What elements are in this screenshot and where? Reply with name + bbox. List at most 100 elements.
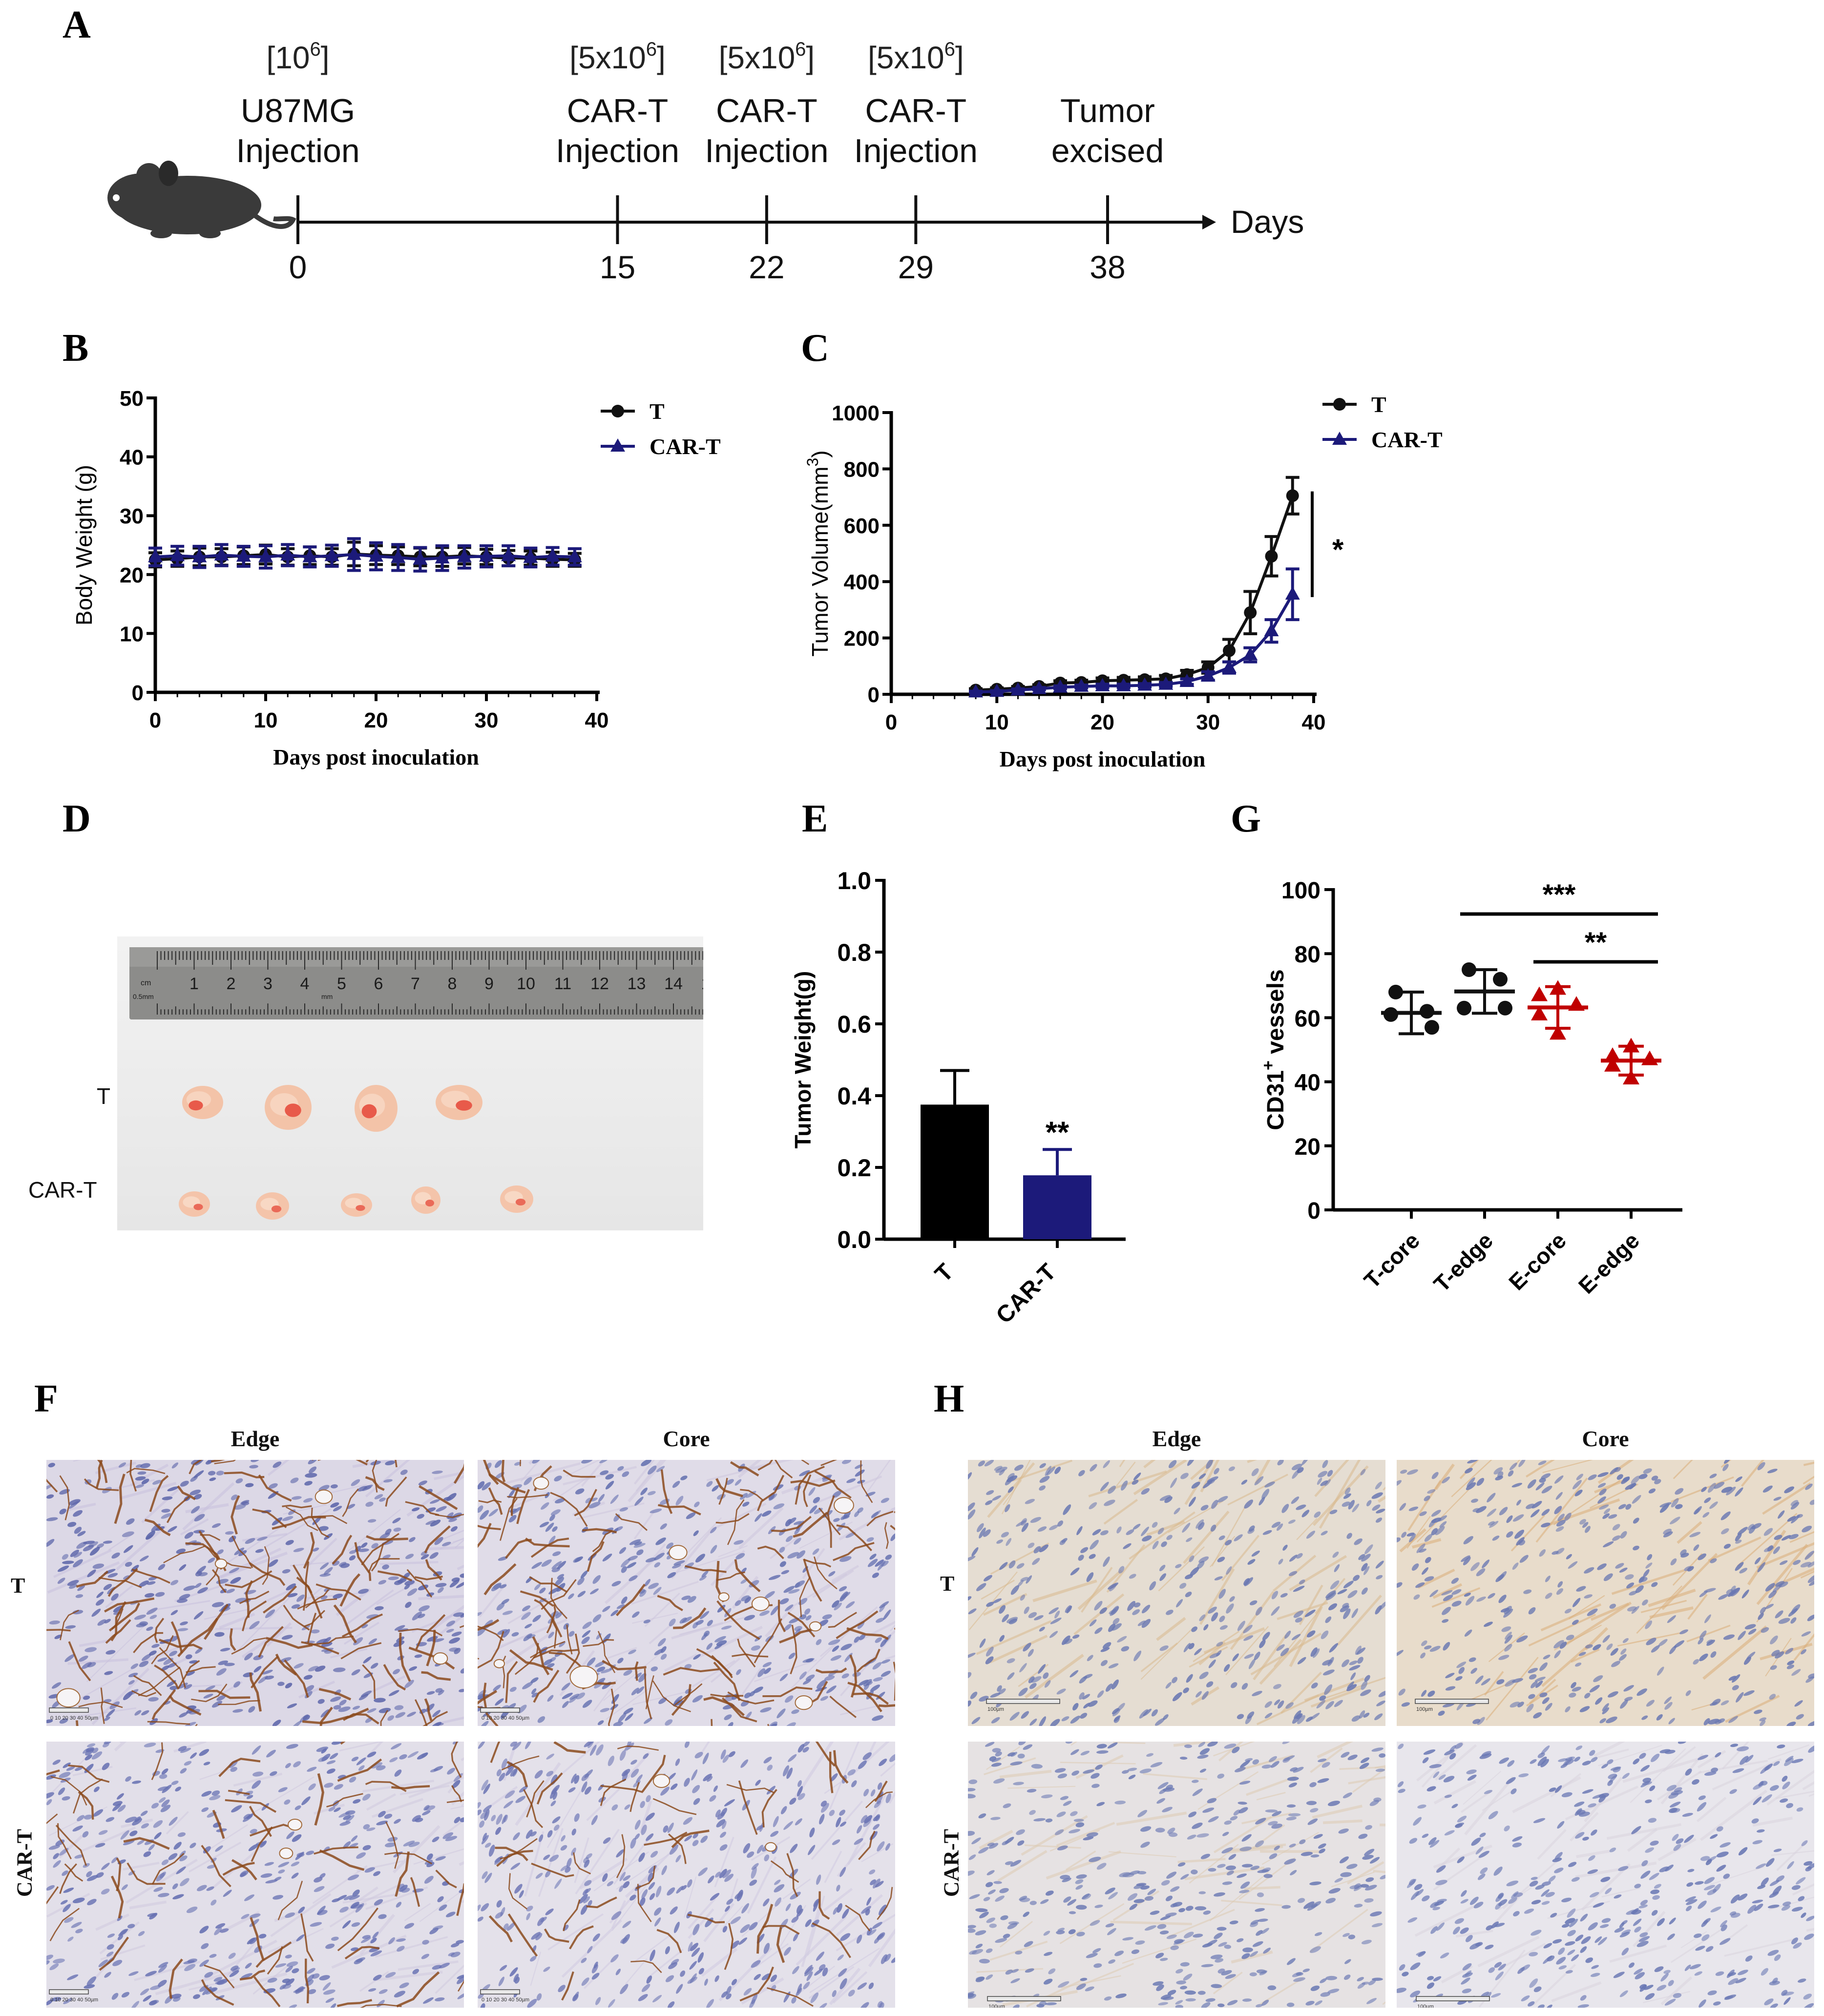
cell-nucleus [294, 1663, 304, 1669]
cell-nucleus [1019, 1663, 1027, 1673]
cell-nucleus [63, 1904, 71, 1912]
vessel-stain [847, 1682, 882, 1712]
vessel-stain [151, 1689, 176, 1720]
cell-nucleus [643, 1753, 649, 1759]
cell-nucleus [422, 1810, 431, 1816]
cell-nucleus [710, 1545, 717, 1554]
y-tick-label: 400 [844, 570, 880, 594]
cell-nucleus [741, 1903, 749, 1914]
cell-nucleus [1162, 1807, 1173, 1812]
cell-nucleus [1232, 1746, 1240, 1753]
cell-nucleus [879, 1601, 889, 1609]
tissue-fiber [1416, 1488, 1471, 1542]
vessel-stain [724, 1923, 734, 1970]
cell-nucleus [1288, 1782, 1297, 1787]
cell-nucleus [483, 1805, 492, 1812]
cell-nucleus [424, 1875, 434, 1884]
cell-nucleus [654, 1917, 661, 1927]
cell-nucleus [1790, 1502, 1800, 1510]
cell-nucleus [1462, 1963, 1472, 1971]
vessel-stain [846, 1627, 889, 1640]
cell-nucleus [1005, 1504, 1010, 1513]
cell-nucleus [1165, 1912, 1177, 1917]
cell-nucleus [62, 1796, 70, 1801]
x-tick-label: T-edge [1428, 1227, 1498, 1297]
y-axis-label-text: Tumor Volume(mm [807, 466, 833, 656]
cell-nucleus [1505, 1632, 1512, 1640]
vessel-stain [158, 1639, 202, 1650]
cell-nucleus [378, 1914, 387, 1919]
cell-nucleus [805, 1674, 815, 1681]
cell-nucleus [146, 1531, 155, 1540]
cell-nucleus [990, 1692, 1001, 1698]
cell-nucleus [1597, 1472, 1609, 1477]
cell-nucleus [1555, 1526, 1564, 1532]
tissue-fiber [1710, 1866, 1764, 1885]
cell-nucleus [1094, 1600, 1103, 1611]
cell-nucleus [855, 1469, 865, 1477]
ruler-number: 12 [590, 975, 609, 993]
cell-nucleus [1366, 1998, 1377, 2004]
cell-nucleus [421, 1752, 428, 1758]
cell-nucleus [872, 1922, 882, 1929]
cell-nucleus [1159, 1564, 1166, 1571]
tissue-fiber [1032, 1579, 1097, 1602]
vessel-stain [78, 1701, 123, 1708]
cell-nucleus [273, 1461, 282, 1468]
vessel-stain [337, 1999, 373, 2007]
cell-nucleus [794, 1521, 802, 1525]
cell-nucleus [1031, 1676, 1042, 1683]
tissue-fiber [1792, 1883, 1814, 1896]
tissue-fiber [1708, 1536, 1761, 1562]
cell-nucleus [198, 1572, 208, 1577]
cell-nucleus [1082, 1694, 1090, 1700]
cell-nucleus [1372, 1504, 1381, 1511]
cell-nucleus [272, 1517, 283, 1526]
vessel-stain [711, 1719, 713, 1726]
tissue-fiber [53, 1549, 112, 1578]
cell-nucleus [1315, 1932, 1322, 1936]
cell-nucleus [1261, 1867, 1271, 1873]
cell-nucleus [157, 1979, 167, 1987]
cell-nucleus [621, 1768, 630, 1777]
cell-nucleus [1371, 1747, 1384, 1752]
cell-nucleus [611, 1804, 618, 1811]
cell-nucleus [1217, 1864, 1226, 1868]
cell-nucleus [347, 1504, 356, 1509]
cell-nucleus [675, 1855, 681, 1863]
cell-nucleus [1284, 1858, 1296, 1865]
vessel-stain [317, 1460, 368, 1466]
cell-nucleus [125, 1776, 131, 1782]
cell-nucleus [625, 1713, 633, 1721]
tissue-fiber [380, 1561, 439, 1565]
cell-nucleus [1238, 1807, 1248, 1813]
cell-nucleus [557, 1560, 566, 1570]
tissue-fiber [1024, 1654, 1084, 1699]
cell-nucleus [568, 1593, 574, 1600]
cell-nucleus [721, 1991, 728, 1998]
cell-nucleus [1513, 1911, 1520, 1916]
tissue-fiber [375, 1936, 448, 1958]
cell-nucleus [1008, 1560, 1016, 1569]
cell-nucleus [881, 1954, 888, 1964]
cell-nucleus [356, 1852, 366, 1859]
cell-nucleus [1808, 1745, 1814, 1753]
tissue-fiber [688, 1898, 716, 1930]
vessel-stain [812, 1922, 851, 1958]
cell-nucleus [881, 1659, 891, 1664]
tissue-fiber [706, 1466, 762, 1481]
vessel-stain [114, 1474, 126, 1524]
cell-nucleus [1510, 1702, 1520, 1708]
cell-nucleus [491, 1582, 502, 1592]
cell-nucleus [1464, 1592, 1471, 1597]
cell-nucleus [1470, 1562, 1480, 1571]
cell-nucleus [558, 1985, 566, 1993]
cell-nucleus [1010, 1978, 1020, 1983]
cell-nucleus [138, 1931, 145, 1936]
cell-nucleus [541, 1502, 549, 1510]
cell-nucleus [673, 1560, 685, 1566]
cell-nucleus [1174, 1939, 1184, 1944]
cell-nucleus [407, 1751, 419, 1758]
cell-nucleus [478, 1742, 485, 1749]
tissue-fiber [726, 1878, 738, 1911]
